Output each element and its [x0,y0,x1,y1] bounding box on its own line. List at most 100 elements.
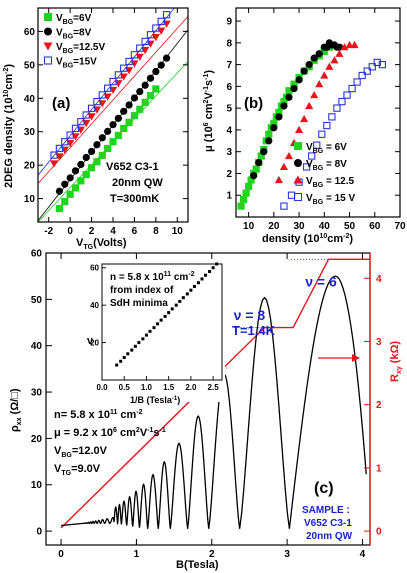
data-point [260,148,268,156]
inset-point [204,273,208,277]
legend-label: VBG = 6V [306,142,347,155]
inset-point [174,303,178,307]
x-tick-label: 0 [58,549,64,560]
data-point [328,113,336,121]
inset-point [130,348,134,352]
data-point [141,81,149,89]
data-point [98,151,106,160]
inset-point [119,359,123,363]
data-point [87,147,96,156]
data-point [130,112,139,120]
inset-x-tick-label: 2.5 [208,383,220,392]
data-point [77,118,85,126]
data-point [330,56,339,64]
data-point [108,86,118,95]
inset-text-line: SdH minima [110,298,168,309]
inset-y-tick-label: 40 [90,301,99,310]
data-point [300,67,308,75]
data-point [320,47,328,56]
legend-label: VBG=6V [56,13,92,26]
data-point [302,163,311,171]
data-point [285,87,293,95]
data-point [353,78,361,86]
panel-a-ylabel: 2DEG density (1010cm-2) [3,64,15,188]
panel-a-annotation: V652 C3-1 20nm QW T=300mK [106,161,163,205]
panel-a-annotation-line: T=300mK [110,193,159,205]
y-tick-label: 60 [24,27,36,38]
data-point [114,114,122,122]
data-point [247,176,255,184]
y-tick-label: 5 [226,104,232,115]
panel-c-ylabel-right: Rxy (kΩ) [389,341,403,382]
data-point [71,167,80,175]
data-point [61,180,69,188]
data-point [343,91,351,99]
data-point [305,101,314,110]
y-tick-label-right: 0 [376,527,382,538]
inset-x-tick-label: 0.5 [119,383,131,392]
inset-point [115,363,119,367]
data-point [152,67,160,76]
y-tick-label: 6 [226,82,232,93]
data-point [55,205,64,213]
panel-b-xlabel: density (1010cm-2) [262,233,353,245]
data-point [98,100,107,108]
legend-label: VBG = 12.5 [306,176,354,189]
data-point [162,11,171,19]
panel-c-plot-area [60,258,370,529]
y-tick-label: 20 [24,161,36,172]
sample-parameters: n= 5.8 x 1011 cm-2 μ = 9.2 x 106 cm2V-1s… [54,409,166,477]
y-tick-label-right: 1 [376,463,382,474]
data-point [146,92,155,100]
inset-ylabel: ν [87,335,93,347]
data-point [93,97,101,106]
inset-point [208,269,212,273]
data-point [136,105,144,113]
x-tick-label: 70 [394,221,406,232]
inset-point [163,314,167,318]
legend-label: VBG=15V [56,57,97,70]
data-point [114,71,123,79]
legend-marker [294,159,302,167]
x-tick-label: 3 [284,549,290,560]
x-tick-label: 2 [89,226,95,237]
data-point [310,90,319,99]
data-point [287,191,296,199]
panel-a-plot-area [38,8,188,222]
y-tick-label: 2 [226,169,232,180]
panel-b-plot-area [237,39,386,210]
data-point [109,138,117,146]
y-tick-label: 30 [24,127,36,138]
data-point [136,87,144,96]
data-point [82,111,90,119]
data-point [348,84,356,93]
panel-a-annotation-line: V652 C3-1 [106,161,159,173]
data-point [358,71,366,80]
inset-text-line: from index of [110,285,174,296]
inset-point [144,333,148,337]
legend-marker [43,42,53,51]
data-point [373,58,381,67]
y-tick-label: 50 [31,295,43,306]
inset-point [156,322,160,326]
inset-point [196,281,200,285]
data-point [265,137,273,145]
data-point [98,134,106,142]
y-tick-label: 10 [31,480,43,491]
data-point [66,139,75,148]
data-point [125,57,133,66]
y-tick-label: 40 [24,94,36,105]
data-point [255,158,263,167]
data-point [318,130,326,138]
data-point [162,54,171,62]
inset-point [178,299,182,303]
data-point [280,202,288,210]
y-tick-label-right: 4 [376,274,382,285]
data-point [130,60,139,68]
inset-xlabel: 1/B (Tesla-1) [130,395,180,405]
sample-label: SAMPLE : V652 C3-1 20nm QW [302,505,353,542]
inset-x-tick-label: 0.0 [96,383,108,392]
data-point [290,80,298,88]
